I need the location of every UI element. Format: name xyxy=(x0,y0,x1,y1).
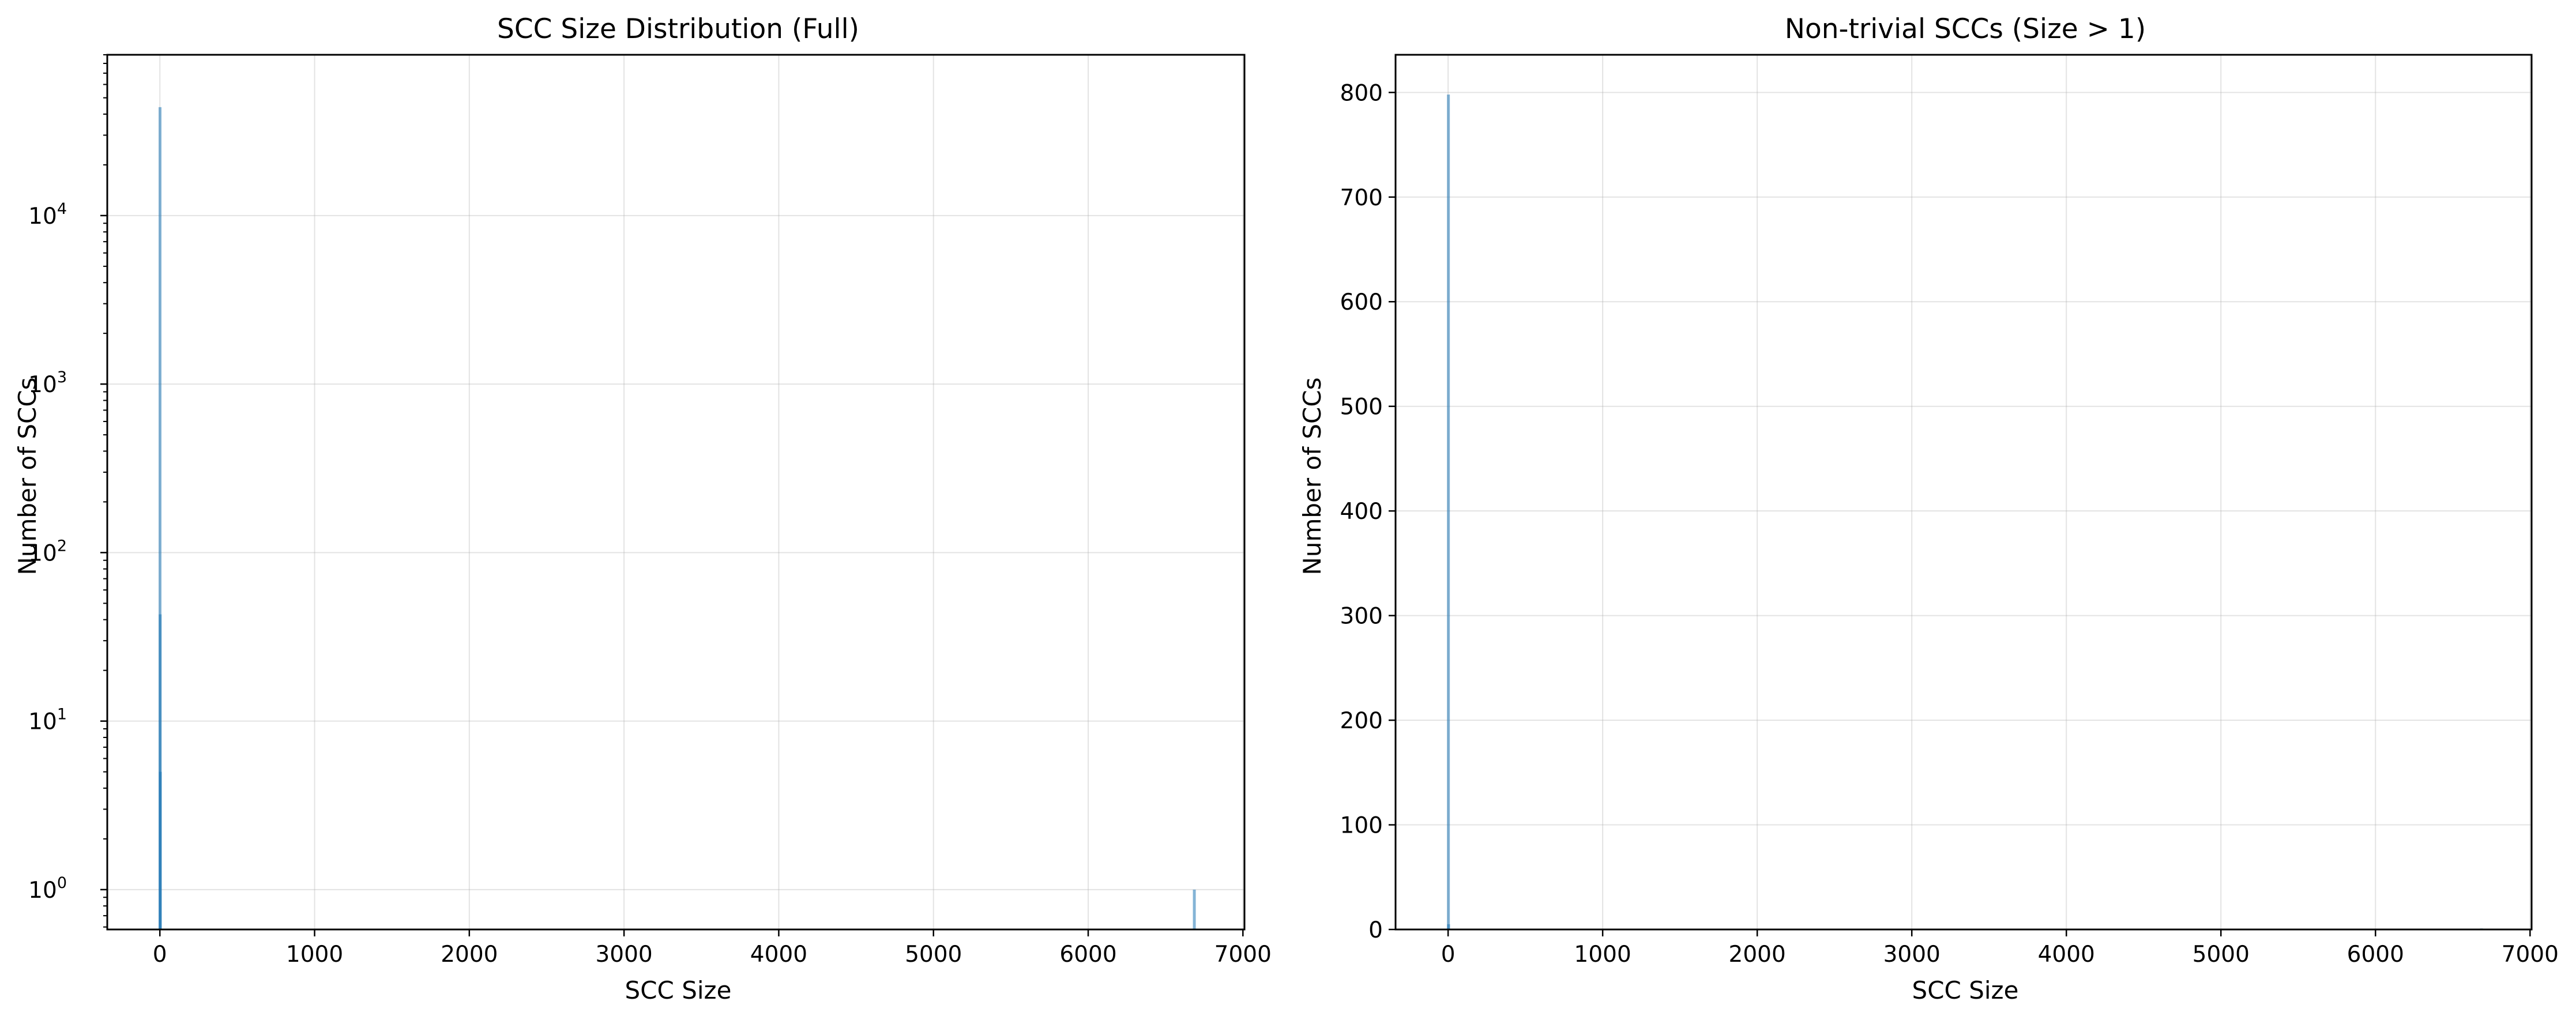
x-tick-label: 1000 xyxy=(1574,942,1631,968)
y-tick-label: 800 xyxy=(1340,80,1383,106)
x-tick-label: 2000 xyxy=(441,942,498,968)
x-tick-label: 6000 xyxy=(1059,942,1116,968)
y-tick-label: 102 xyxy=(28,537,67,566)
x-tick-label: 2000 xyxy=(1729,942,1786,968)
histogram-bar xyxy=(158,107,161,929)
x-tick-label: 0 xyxy=(1441,942,1456,968)
histogram-bar xyxy=(159,771,162,929)
y-tick-label: 500 xyxy=(1340,394,1383,420)
x-tick-label: 1000 xyxy=(286,942,343,968)
y-tick-label: 100 xyxy=(1340,813,1383,839)
x-axis-label: SCC Size xyxy=(625,976,732,1004)
y-tick-label: 200 xyxy=(1340,708,1383,734)
ticks: 0 1000 2000 3000 4000 5000 6000 700010010110210… xyxy=(28,54,1272,968)
chart-non-trivial-sccs: Non-trivial SCCs (Size > 1) SCC Size Num… xyxy=(1298,13,2559,1004)
histogram-bar xyxy=(1447,94,1450,929)
bars xyxy=(158,107,1196,929)
y-tick-exponent: 4 xyxy=(57,200,67,218)
y-tick-label: 600 xyxy=(1340,289,1383,315)
x-axis-label: SCC Size xyxy=(1912,976,2019,1004)
x-tick-label: 6000 xyxy=(2347,942,2404,968)
y-tick-exponent: 3 xyxy=(57,368,67,386)
x-tick-label: 4000 xyxy=(2038,942,2095,968)
plot-frame xyxy=(1394,54,2533,931)
y-tick-label: 300 xyxy=(1340,604,1383,630)
x-tick-label: 5000 xyxy=(2193,942,2250,968)
chart-scc-size-distribution-full: SCC Size Distribution (Full) SCC Size Nu… xyxy=(13,13,1272,1004)
chart-title: Non-trivial SCCs (Size > 1) xyxy=(1785,13,2146,45)
plot-frame xyxy=(106,54,1246,931)
x-tick-label: 3000 xyxy=(1883,942,1941,968)
x-tick-label: 7000 xyxy=(1214,942,1272,968)
grid xyxy=(107,55,1244,929)
y-tick-exponent: 0 xyxy=(57,874,67,892)
x-tick-label: 0 xyxy=(153,942,167,968)
y-axis-label: Number of SCCs xyxy=(1298,377,1326,575)
x-tick-label: 7000 xyxy=(2502,942,2559,968)
x-tick-label: 5000 xyxy=(905,942,962,968)
y-tick-label: 0 xyxy=(1368,917,1383,943)
y-tick-label: 400 xyxy=(1340,499,1383,525)
histogram-bar xyxy=(1447,924,1450,929)
y-tick-exponent: 2 xyxy=(57,537,67,555)
y-axis-label: Number of SCCs xyxy=(13,377,42,575)
x-tick-label: 4000 xyxy=(750,942,807,968)
x-tick-label: 3000 xyxy=(595,942,652,968)
y-tick-exponent: 1 xyxy=(57,706,67,724)
y-tick-label: 700 xyxy=(1340,185,1383,211)
ticks: 0 1000 2000 3000 4000 5000 6000 7000 0 100 200 300 4… xyxy=(1340,80,2559,968)
histogram-bar xyxy=(1193,889,1196,929)
chart-title: SCC Size Distribution (Full) xyxy=(497,13,859,45)
